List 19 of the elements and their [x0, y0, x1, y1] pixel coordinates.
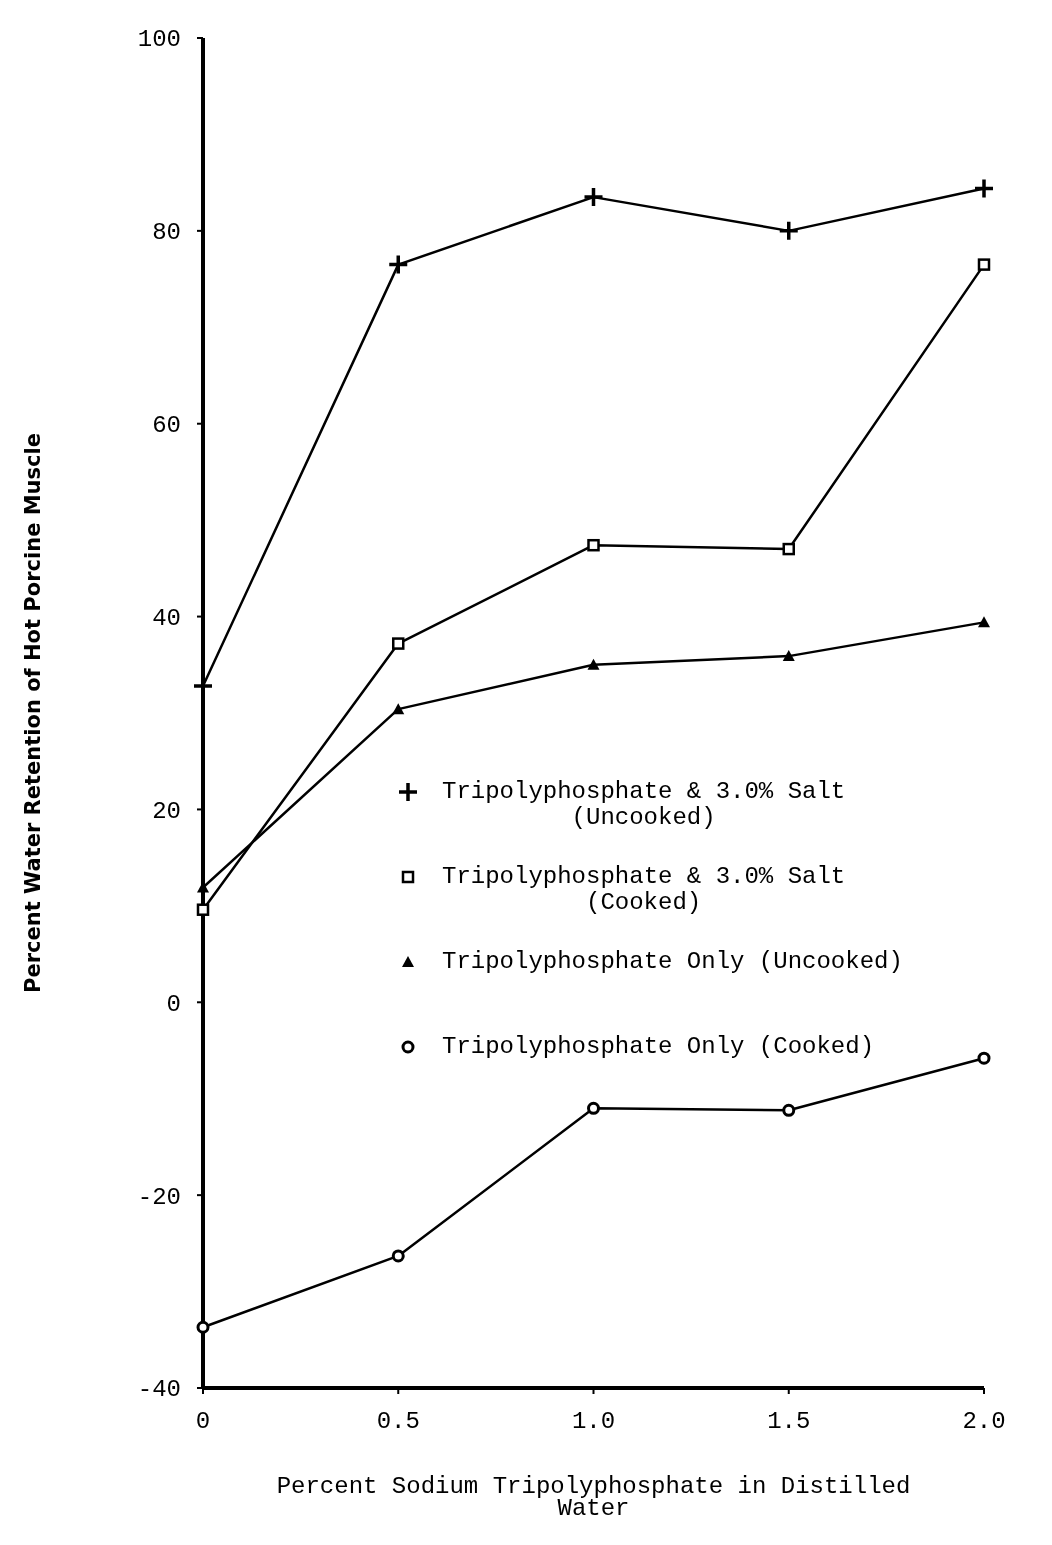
y-tick-label: 40: [152, 604, 181, 632]
x-tick-label: 2.0: [962, 1408, 1006, 1435]
x-tick-label: 1.0: [571, 1408, 616, 1435]
legend-label: Tripolyphosphate & 3.0% Salt (Cooked): [442, 863, 846, 916]
y-tick-label: -40: [137, 1376, 181, 1404]
x-tick-label: 0: [195, 1408, 211, 1435]
x-tick-label: 0.5: [376, 1408, 420, 1435]
x-axis-title: Percent Sodium Tripolyphosphate in Distilled Water: [276, 1473, 911, 1522]
legend-label: Tripolyphosphate & 3.0% Salt (Uncooked): [442, 778, 846, 831]
y-tick-label: 100: [137, 26, 181, 54]
y-axis-title: Percent Water Retention of Hot Porcine Muscle: [21, 433, 45, 993]
y-tick-label: -20: [137, 1183, 181, 1211]
y-tick-label: 80: [152, 219, 181, 247]
y-tick-label: 20: [152, 797, 181, 825]
legend-label: Tripolyphosphate Only (Cooked): [442, 1033, 875, 1060]
legend-label: Tripolyphosphate Only (Uncooked): [442, 948, 903, 975]
x-tick-label: 1.5: [767, 1408, 811, 1435]
y-tick-label: 60: [152, 412, 181, 440]
y-tick-label: 0: [166, 990, 181, 1018]
